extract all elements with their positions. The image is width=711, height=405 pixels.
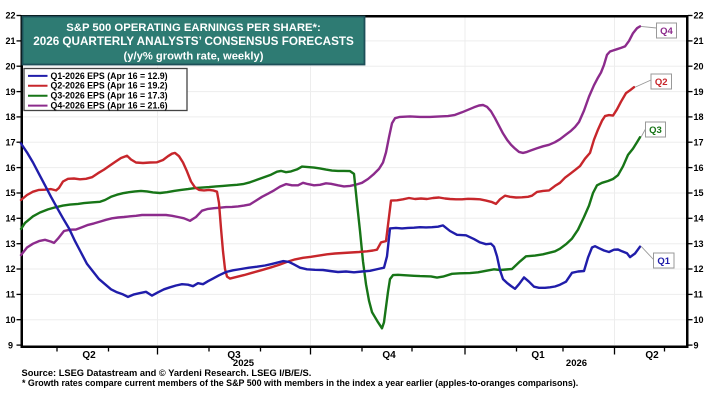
svg-text:18: 18 [694,112,704,122]
svg-text:11: 11 [694,290,704,300]
svg-text:Q2: Q2 [655,77,668,88]
svg-text:21: 21 [5,36,15,46]
svg-text:2026 QUARTERLY ANALYSTS’ CONSE: 2026 QUARTERLY ANALYSTS’ CONSENSUS FOREC… [33,35,354,48]
svg-text:Q3-2026 EPS (Apr 16 = 17.3): Q3-2026 EPS (Apr 16 = 17.3) [51,91,168,101]
svg-text:13: 13 [694,239,704,249]
svg-text:12: 12 [694,264,704,274]
svg-text:* Growth rates compare current: * Growth rates compare current members o… [22,378,578,388]
svg-text:21: 21 [694,36,704,46]
svg-text:S&P 500 OPERATING EARNINGS PER: S&P 500 OPERATING EARNINGS PER SHARE*: [66,22,320,34]
svg-text:16: 16 [694,163,704,173]
svg-text:15: 15 [5,188,15,198]
svg-text:17: 17 [694,137,704,147]
svg-text:Q2: Q2 [82,350,96,361]
svg-text:14: 14 [5,214,15,224]
svg-text:9: 9 [8,340,13,350]
svg-text:Q1: Q1 [531,350,545,361]
svg-text:11: 11 [6,290,16,300]
svg-text:19: 19 [694,87,704,97]
svg-text:9: 9 [694,340,699,350]
svg-text:2026: 2026 [566,358,587,369]
svg-text:Q1: Q1 [657,256,670,267]
svg-text:Q1-2026 EPS (Apr 16 = 12.9): Q1-2026 EPS (Apr 16 = 12.9) [51,71,168,81]
svg-text:19: 19 [5,87,15,97]
svg-text:22: 22 [5,11,15,21]
svg-text:17: 17 [5,137,15,147]
svg-text:16: 16 [5,163,15,173]
svg-text:15: 15 [694,188,704,198]
svg-text:Q3: Q3 [649,125,662,136]
svg-text:Q4: Q4 [660,26,673,37]
svg-text:Q4-2026 EPS (Apr 16 = 21.6): Q4-2026 EPS (Apr 16 = 21.6) [51,101,168,111]
svg-text:20: 20 [5,61,15,71]
svg-text:18: 18 [5,112,15,122]
svg-text:14: 14 [694,214,704,224]
svg-text:Q3: Q3 [227,350,241,361]
svg-text:12: 12 [5,264,15,274]
svg-text:10: 10 [5,315,15,325]
svg-text:10: 10 [694,315,704,325]
svg-text:20: 20 [694,61,704,71]
svg-text:13: 13 [5,239,15,249]
svg-text:Q2-2026 EPS (Apr 16 = 19.2): Q2-2026 EPS (Apr 16 = 19.2) [51,81,168,91]
svg-text:2025: 2025 [233,358,255,369]
svg-text:Q4: Q4 [382,350,396,361]
svg-text:(y/y% growth rate, weekly): (y/y% growth rate, weekly) [124,50,264,62]
svg-text:Q2: Q2 [645,350,659,361]
svg-text:22: 22 [694,11,704,21]
svg-text:Source: LSEG Datastream and ©: Source: LSEG Datastream and © Yardeni Re… [22,368,312,378]
